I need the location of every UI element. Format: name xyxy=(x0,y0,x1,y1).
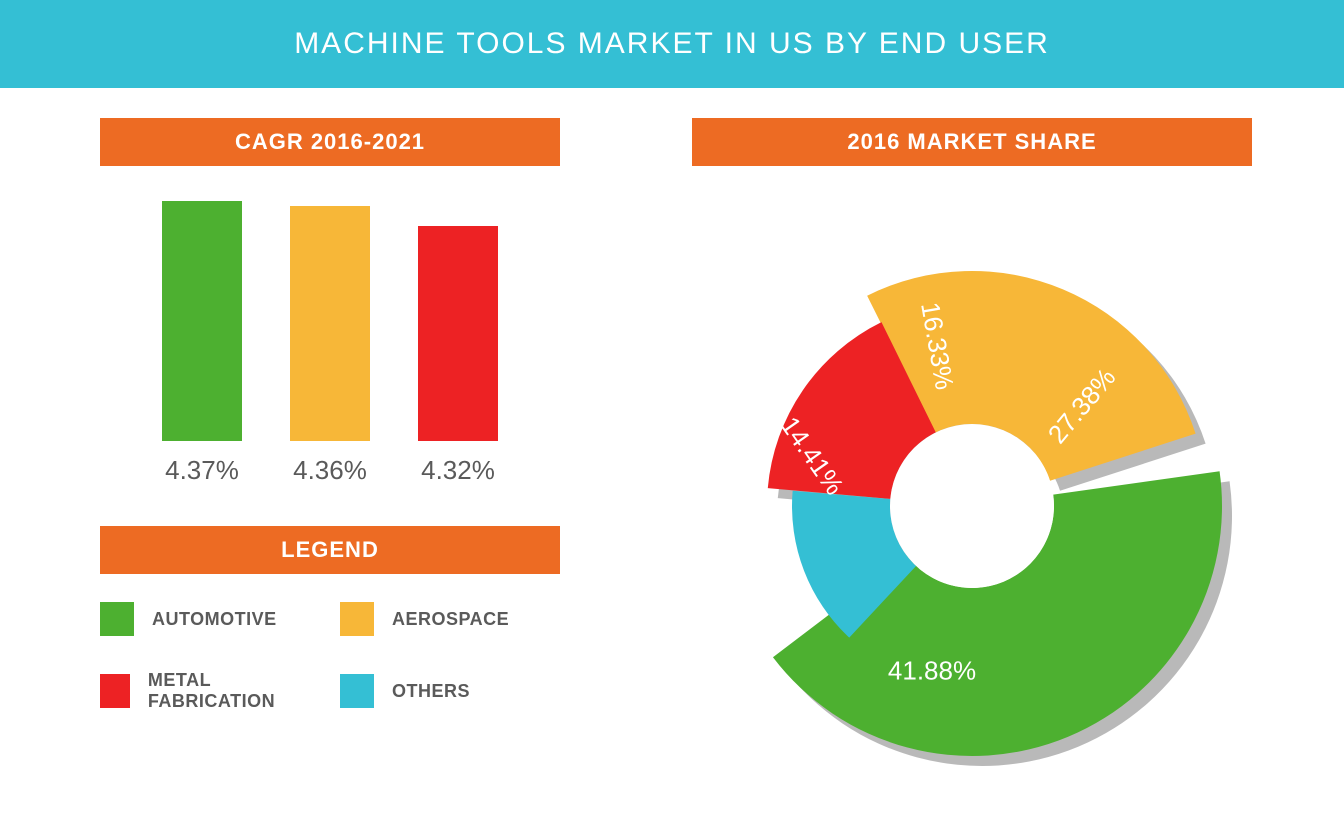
legend-label: OTHERS xyxy=(392,681,470,702)
legend-swatch xyxy=(100,602,134,636)
cagr-bar-chart: 4.37% 4.36% 4.32% xyxy=(162,196,498,486)
bar xyxy=(290,206,370,441)
bar-group: 4.37% xyxy=(162,201,242,486)
legend-swatch xyxy=(340,602,374,636)
donut-chart: 41.88%27.38%16.33%14.41% xyxy=(682,196,1262,776)
legend-swatch xyxy=(100,674,130,708)
page-title: MACHINE TOOLS MARKET IN US BY END USER xyxy=(294,27,1050,61)
cagr-title: CAGR 2016-2021 xyxy=(235,129,425,155)
bar xyxy=(418,226,498,441)
page-header: MACHINE TOOLS MARKET IN US BY END USER xyxy=(0,0,1344,88)
bar-value-label: 4.32% xyxy=(421,455,495,486)
bar xyxy=(162,201,242,441)
bar-group: 4.32% xyxy=(418,226,498,486)
legend-swatch xyxy=(340,674,374,708)
bar-value-label: 4.36% xyxy=(293,455,367,486)
marketshare-title: 2016 MARKET SHARE xyxy=(847,129,1096,155)
legend-label: AEROSPACE xyxy=(392,609,509,630)
legend-item: METAL FABRICATION xyxy=(100,670,320,712)
cagr-header: CAGR 2016-2021 xyxy=(100,118,560,166)
right-column: 2016 MARKET SHARE 41.88%27.38%16.33%14.4… xyxy=(610,118,1294,776)
legend-item: OTHERS xyxy=(340,670,560,712)
legend-header: LEGEND xyxy=(100,526,560,574)
content-area: CAGR 2016-2021 4.37% 4.36% 4.32% LEGEND AU… xyxy=(0,88,1344,776)
legend-label: METAL FABRICATION xyxy=(148,670,320,712)
legend-title: LEGEND xyxy=(281,537,379,563)
legend-item: AUTOMOTIVE xyxy=(100,602,320,636)
marketshare-header: 2016 MARKET SHARE xyxy=(692,118,1252,166)
bar-group: 4.36% xyxy=(290,206,370,486)
bar-value-label: 4.37% xyxy=(165,455,239,486)
legend-label: AUTOMOTIVE xyxy=(152,609,277,630)
legend-item: AEROSPACE xyxy=(340,602,560,636)
donut-slice-label: 41.88% xyxy=(888,656,976,687)
left-column: CAGR 2016-2021 4.37% 4.36% 4.32% LEGEND AU… xyxy=(50,118,610,776)
legend-grid: AUTOMOTIVE AEROSPACE METAL FABRICATION OTHE… xyxy=(100,602,560,712)
